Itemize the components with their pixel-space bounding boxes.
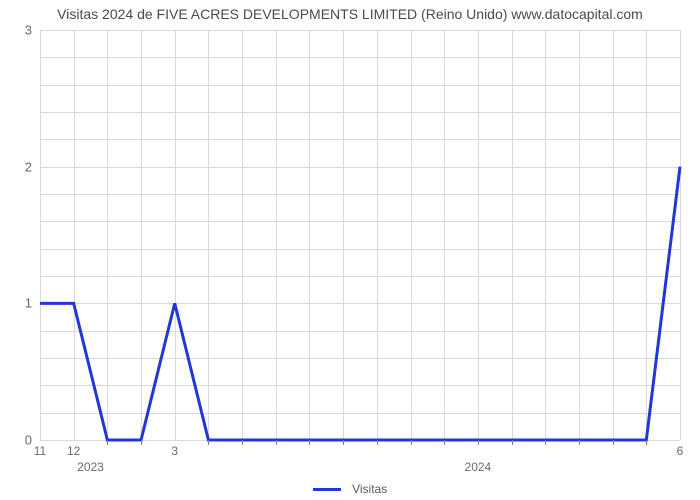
legend-swatch	[313, 488, 341, 491]
chart-title: Visitas 2024 de FIVE ACRES DEVELOPMENTS …	[0, 6, 700, 22]
x-year-label: 2024	[465, 460, 492, 474]
legend: Visitas	[0, 481, 700, 496]
x-minor-tick	[343, 440, 344, 445]
y-tick-label: 3	[0, 23, 32, 38]
x-tick-label: 11	[34, 444, 46, 458]
y-tick-label: 0	[0, 433, 32, 448]
x-minor-tick	[478, 440, 479, 445]
x-minor-tick	[613, 440, 614, 445]
x-minor-tick	[107, 440, 108, 445]
x-tick-label: 3	[171, 444, 178, 458]
x-minor-tick	[646, 440, 647, 445]
x-minor-tick	[579, 440, 580, 445]
x-minor-tick	[276, 440, 277, 445]
x-minor-tick	[208, 440, 209, 445]
y-tick-label: 1	[0, 296, 32, 311]
plot-area	[40, 30, 680, 441]
line-series	[40, 30, 680, 440]
x-minor-tick	[242, 440, 243, 445]
x-minor-tick	[141, 440, 142, 445]
x-minor-tick	[377, 440, 378, 445]
x-minor-tick	[545, 440, 546, 445]
x-minor-tick	[309, 440, 310, 445]
legend-label: Visitas	[352, 482, 387, 496]
visits-chart: Visitas 2024 de FIVE ACRES DEVELOPMENTS …	[0, 0, 700, 500]
gridline-vertical	[680, 30, 681, 440]
x-tick-label: 6	[677, 444, 684, 458]
x-minor-tick	[444, 440, 445, 445]
x-minor-tick	[411, 440, 412, 445]
x-year-label: 2023	[77, 460, 104, 474]
x-minor-tick	[512, 440, 513, 445]
y-tick-label: 2	[0, 159, 32, 174]
x-tick-label: 12	[67, 444, 80, 458]
